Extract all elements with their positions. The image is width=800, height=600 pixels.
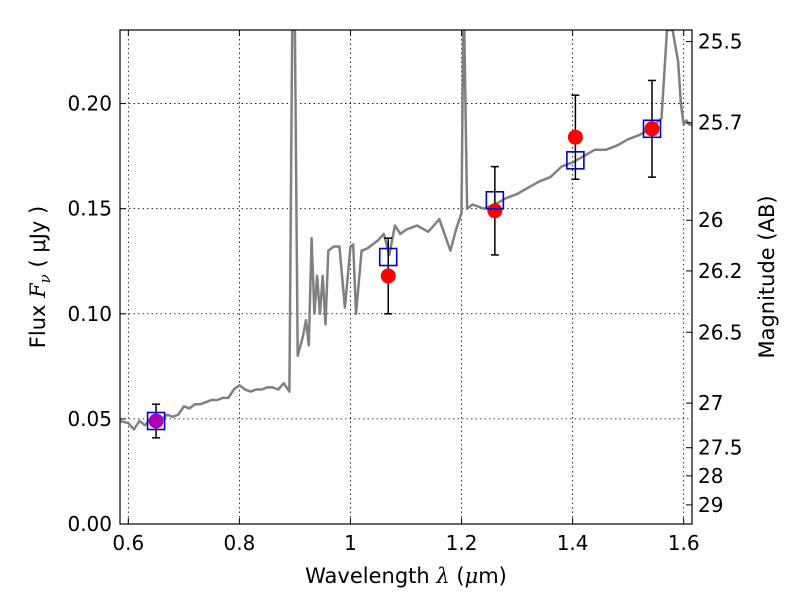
- observed-point-2: [567, 129, 583, 145]
- model-box-3: [566, 151, 585, 170]
- plot-frame: [119, 29, 693, 525]
- x-tick-label-1: 0.8: [223, 531, 255, 555]
- y-tick-label-0: 0.00: [67, 512, 112, 536]
- x-axis-label: Wavelength λ (μm): [305, 564, 507, 588]
- observed-point-0: [380, 268, 396, 284]
- y2-tick-label-5: 27: [698, 391, 723, 415]
- y-tick-label-2: 0.10: [67, 302, 112, 326]
- y-tick-label-4: 0.20: [67, 92, 112, 116]
- y-tick-label-3: 0.15: [67, 197, 112, 221]
- model-box-0: [146, 411, 166, 431]
- y2-tick-label-2: 26: [698, 208, 723, 232]
- y-axis-label: Flux Fν ( μJy ): [26, 206, 54, 348]
- x-tick-label-4: 1.4: [557, 531, 589, 555]
- model-spectrum-line: [120, 30, 692, 431]
- highlight-point: [148, 413, 164, 429]
- y2-axis-label: Magnitude (AB): [755, 195, 779, 358]
- y2-tick-label-0: 25.5: [698, 30, 743, 54]
- y2-tick-label-3: 26.2: [698, 259, 743, 283]
- y2-tick-label-6: 27.5: [698, 436, 743, 460]
- observed-point-1: [487, 203, 503, 219]
- y-tick-label-1: 0.05: [67, 407, 112, 431]
- y2-tick-label-4: 26.5: [698, 320, 743, 344]
- x-tick-label-2: 1: [344, 531, 357, 555]
- model-box-4: [642, 119, 662, 139]
- model-box-1: [378, 247, 398, 267]
- ticks: 0.6 0.8 1 1.2 1.4 1.6 0.00 0.05 0.10 0.15 0.20 25.5…: [67, 30, 742, 555]
- y2-tick-label-1: 25.7: [698, 111, 743, 135]
- x-tick-label-0: 0.6: [112, 531, 144, 555]
- x-tick-label-3: 1.2: [446, 531, 478, 555]
- model-box-2: [485, 190, 505, 210]
- plot-area: [120, 30, 692, 439]
- y2-tick-label-7: 28: [698, 464, 723, 488]
- observed-point-3: [644, 121, 660, 137]
- x-tick-label-5: 1.6: [668, 531, 700, 555]
- y2-tick-label-8: 29: [698, 493, 723, 517]
